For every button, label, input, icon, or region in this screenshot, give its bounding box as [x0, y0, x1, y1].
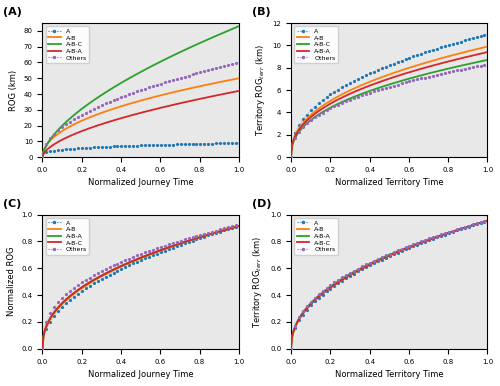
Legend: A, A-B, A-B-A, A-B-C, Others: A, A-B, A-B-A, A-B-C, Others: [294, 218, 338, 255]
Text: (C): (C): [3, 199, 22, 208]
X-axis label: Normalized Territory Time: Normalized Territory Time: [335, 178, 444, 188]
Text: (A): (A): [3, 7, 22, 17]
Y-axis label: Normalized ROG: Normalized ROG: [7, 247, 16, 317]
X-axis label: Normalized Journey Time: Normalized Journey Time: [88, 178, 194, 188]
Y-axis label: Territory ROG$_{terr}$ (km): Territory ROG$_{terr}$ (km): [254, 44, 266, 136]
Text: (D): (D): [252, 199, 271, 208]
Legend: A, A-B, A-B-A, A-B-C, Others: A, A-B, A-B-A, A-B-C, Others: [46, 218, 90, 255]
Legend: A, A-B, A-B-C, A-B-A, Others: A, A-B, A-B-C, A-B-A, Others: [294, 26, 338, 63]
Legend: A, A-B, A-B-C, A-B-A, Others: A, A-B, A-B-C, A-B-A, Others: [46, 26, 90, 63]
Y-axis label: Territory ROG$_{terr}$ (km): Territory ROG$_{terr}$ (km): [252, 235, 264, 328]
Text: (B): (B): [252, 7, 270, 17]
Y-axis label: ROG (km): ROG (km): [9, 69, 18, 111]
X-axis label: Normalized Territory Time: Normalized Territory Time: [335, 370, 444, 379]
X-axis label: Normalized Journey Time: Normalized Journey Time: [88, 370, 194, 379]
